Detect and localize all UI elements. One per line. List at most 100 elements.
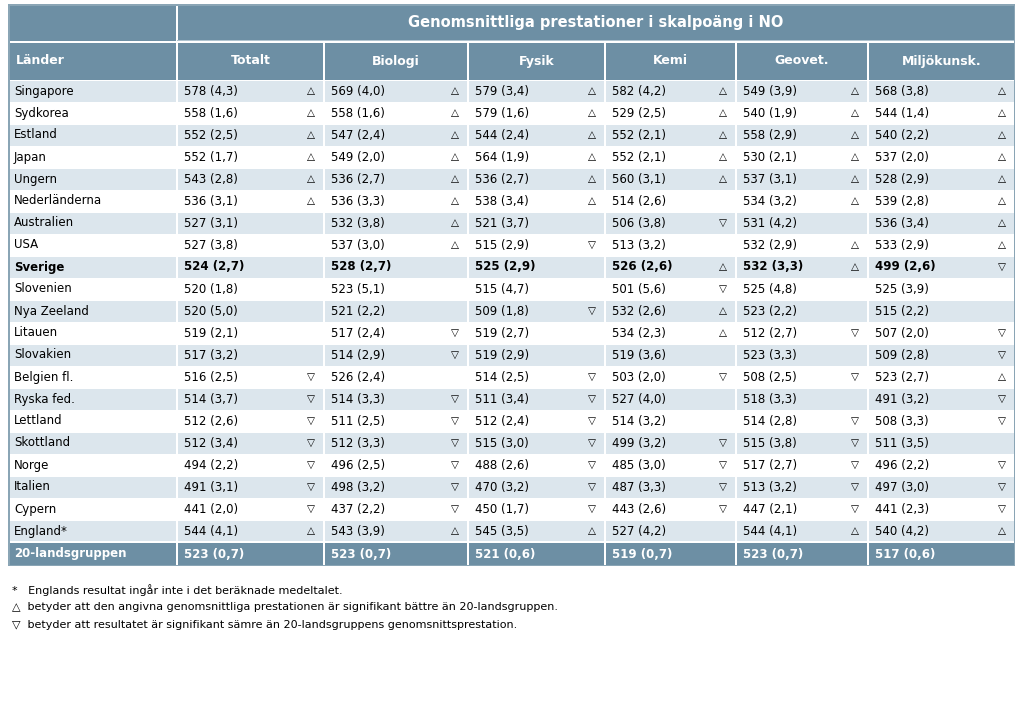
Text: 517 (3,2): 517 (3,2) — [184, 348, 237, 361]
Text: Singapore: Singapore — [14, 84, 74, 97]
Bar — [323, 432, 325, 454]
Bar — [176, 42, 178, 80]
Bar — [8, 454, 1015, 455]
Bar — [176, 520, 178, 542]
Bar — [866, 498, 869, 520]
Bar — [176, 146, 178, 168]
Text: 547 (2,4): 547 (2,4) — [331, 129, 386, 142]
Bar — [8, 454, 1015, 476]
Bar — [604, 432, 606, 454]
Text: ▽: ▽ — [588, 306, 596, 316]
Bar — [8, 4, 1015, 6]
Bar — [323, 322, 325, 344]
Text: 552 (1,7): 552 (1,7) — [184, 151, 237, 163]
Bar — [468, 454, 470, 476]
Bar — [469, 42, 605, 80]
Bar — [176, 168, 178, 190]
Text: △: △ — [851, 86, 858, 96]
Bar — [8, 541, 1015, 543]
Text: Estland: Estland — [14, 129, 58, 142]
Text: 527 (3,8): 527 (3,8) — [184, 239, 237, 251]
Bar — [8, 278, 1015, 279]
Text: ▽  betyder att resultatet är signifikant sämre än 20-landsgruppens genomsnittspr: ▽ betyder att resultatet är signifikant … — [12, 620, 518, 630]
Bar — [8, 212, 1015, 234]
Bar — [866, 432, 869, 454]
Bar — [866, 80, 869, 102]
Bar — [468, 542, 470, 566]
Bar — [866, 542, 869, 566]
Bar — [866, 42, 869, 80]
Text: ▽: ▽ — [451, 438, 459, 448]
Text: 540 (1,9): 540 (1,9) — [744, 106, 797, 120]
Text: Australien: Australien — [14, 217, 74, 230]
Bar — [8, 366, 1015, 388]
Text: Litauen: Litauen — [14, 327, 58, 339]
Text: 552 (2,1): 552 (2,1) — [612, 129, 666, 142]
Text: △: △ — [588, 86, 596, 96]
Bar — [323, 124, 325, 146]
Text: △: △ — [851, 526, 858, 536]
Text: 529 (2,5): 529 (2,5) — [612, 106, 666, 120]
Text: ▽: ▽ — [719, 504, 727, 514]
Text: 532 (3,8): 532 (3,8) — [331, 217, 385, 230]
Bar — [8, 476, 1015, 498]
Bar — [736, 498, 738, 520]
Bar — [8, 410, 1015, 411]
Text: Nya Zeeland: Nya Zeeland — [14, 305, 89, 318]
Text: Kemi: Kemi — [653, 54, 688, 68]
Bar — [604, 146, 606, 168]
Bar — [468, 234, 470, 256]
Text: Sverige: Sverige — [14, 260, 64, 273]
Bar — [323, 410, 325, 432]
Text: Nederländerna: Nederländerna — [14, 194, 102, 208]
Text: 549 (3,9): 549 (3,9) — [744, 84, 797, 97]
Bar — [8, 388, 1015, 410]
Bar — [736, 146, 738, 168]
Bar — [866, 146, 869, 168]
Bar — [736, 476, 738, 498]
Text: 20-landsgruppen: 20-landsgruppen — [14, 548, 127, 560]
Text: Lettland: Lettland — [14, 415, 62, 427]
Text: 539 (2,8): 539 (2,8) — [875, 194, 929, 208]
Text: ▽: ▽ — [451, 482, 459, 492]
Text: △: △ — [851, 130, 858, 140]
Text: 527 (4,0): 527 (4,0) — [612, 393, 666, 406]
Text: 511 (3,5): 511 (3,5) — [875, 436, 929, 449]
Bar — [468, 520, 470, 542]
Bar — [176, 322, 178, 344]
Bar — [323, 80, 325, 102]
Bar — [1014, 4, 1015, 566]
Bar — [8, 212, 1015, 213]
Text: △: △ — [998, 240, 1006, 250]
Text: 528 (2,7): 528 (2,7) — [331, 260, 392, 273]
Text: ▽: ▽ — [588, 416, 596, 426]
Text: 509 (1,8): 509 (1,8) — [476, 305, 529, 318]
Text: 536 (3,1): 536 (3,1) — [184, 194, 237, 208]
Text: 515 (4,7): 515 (4,7) — [476, 282, 529, 296]
Text: 532 (3,3): 532 (3,3) — [744, 260, 803, 273]
Text: △: △ — [588, 108, 596, 118]
Bar — [323, 498, 325, 520]
Bar — [604, 124, 606, 146]
Bar — [8, 102, 1015, 103]
Text: 558 (2,9): 558 (2,9) — [744, 129, 797, 142]
Bar — [8, 190, 1015, 191]
Text: 512 (3,3): 512 (3,3) — [331, 436, 385, 449]
Text: 533 (2,9): 533 (2,9) — [875, 239, 929, 251]
Text: △: △ — [851, 240, 858, 250]
Text: △: △ — [851, 108, 858, 118]
Text: 527 (4,2): 527 (4,2) — [612, 524, 666, 537]
Bar — [8, 234, 1015, 256]
Text: 514 (2,8): 514 (2,8) — [744, 415, 797, 427]
Bar — [468, 80, 470, 102]
Text: 558 (1,6): 558 (1,6) — [184, 106, 237, 120]
Text: ▽: ▽ — [307, 372, 315, 382]
Bar — [323, 168, 325, 190]
Bar — [866, 454, 869, 476]
Bar — [736, 454, 738, 476]
Bar — [8, 146, 1015, 168]
Bar — [468, 102, 470, 124]
Text: 523 (0,7): 523 (0,7) — [331, 548, 392, 560]
Text: 517 (2,4): 517 (2,4) — [331, 327, 386, 339]
Text: 516 (2,5): 516 (2,5) — [184, 370, 237, 384]
